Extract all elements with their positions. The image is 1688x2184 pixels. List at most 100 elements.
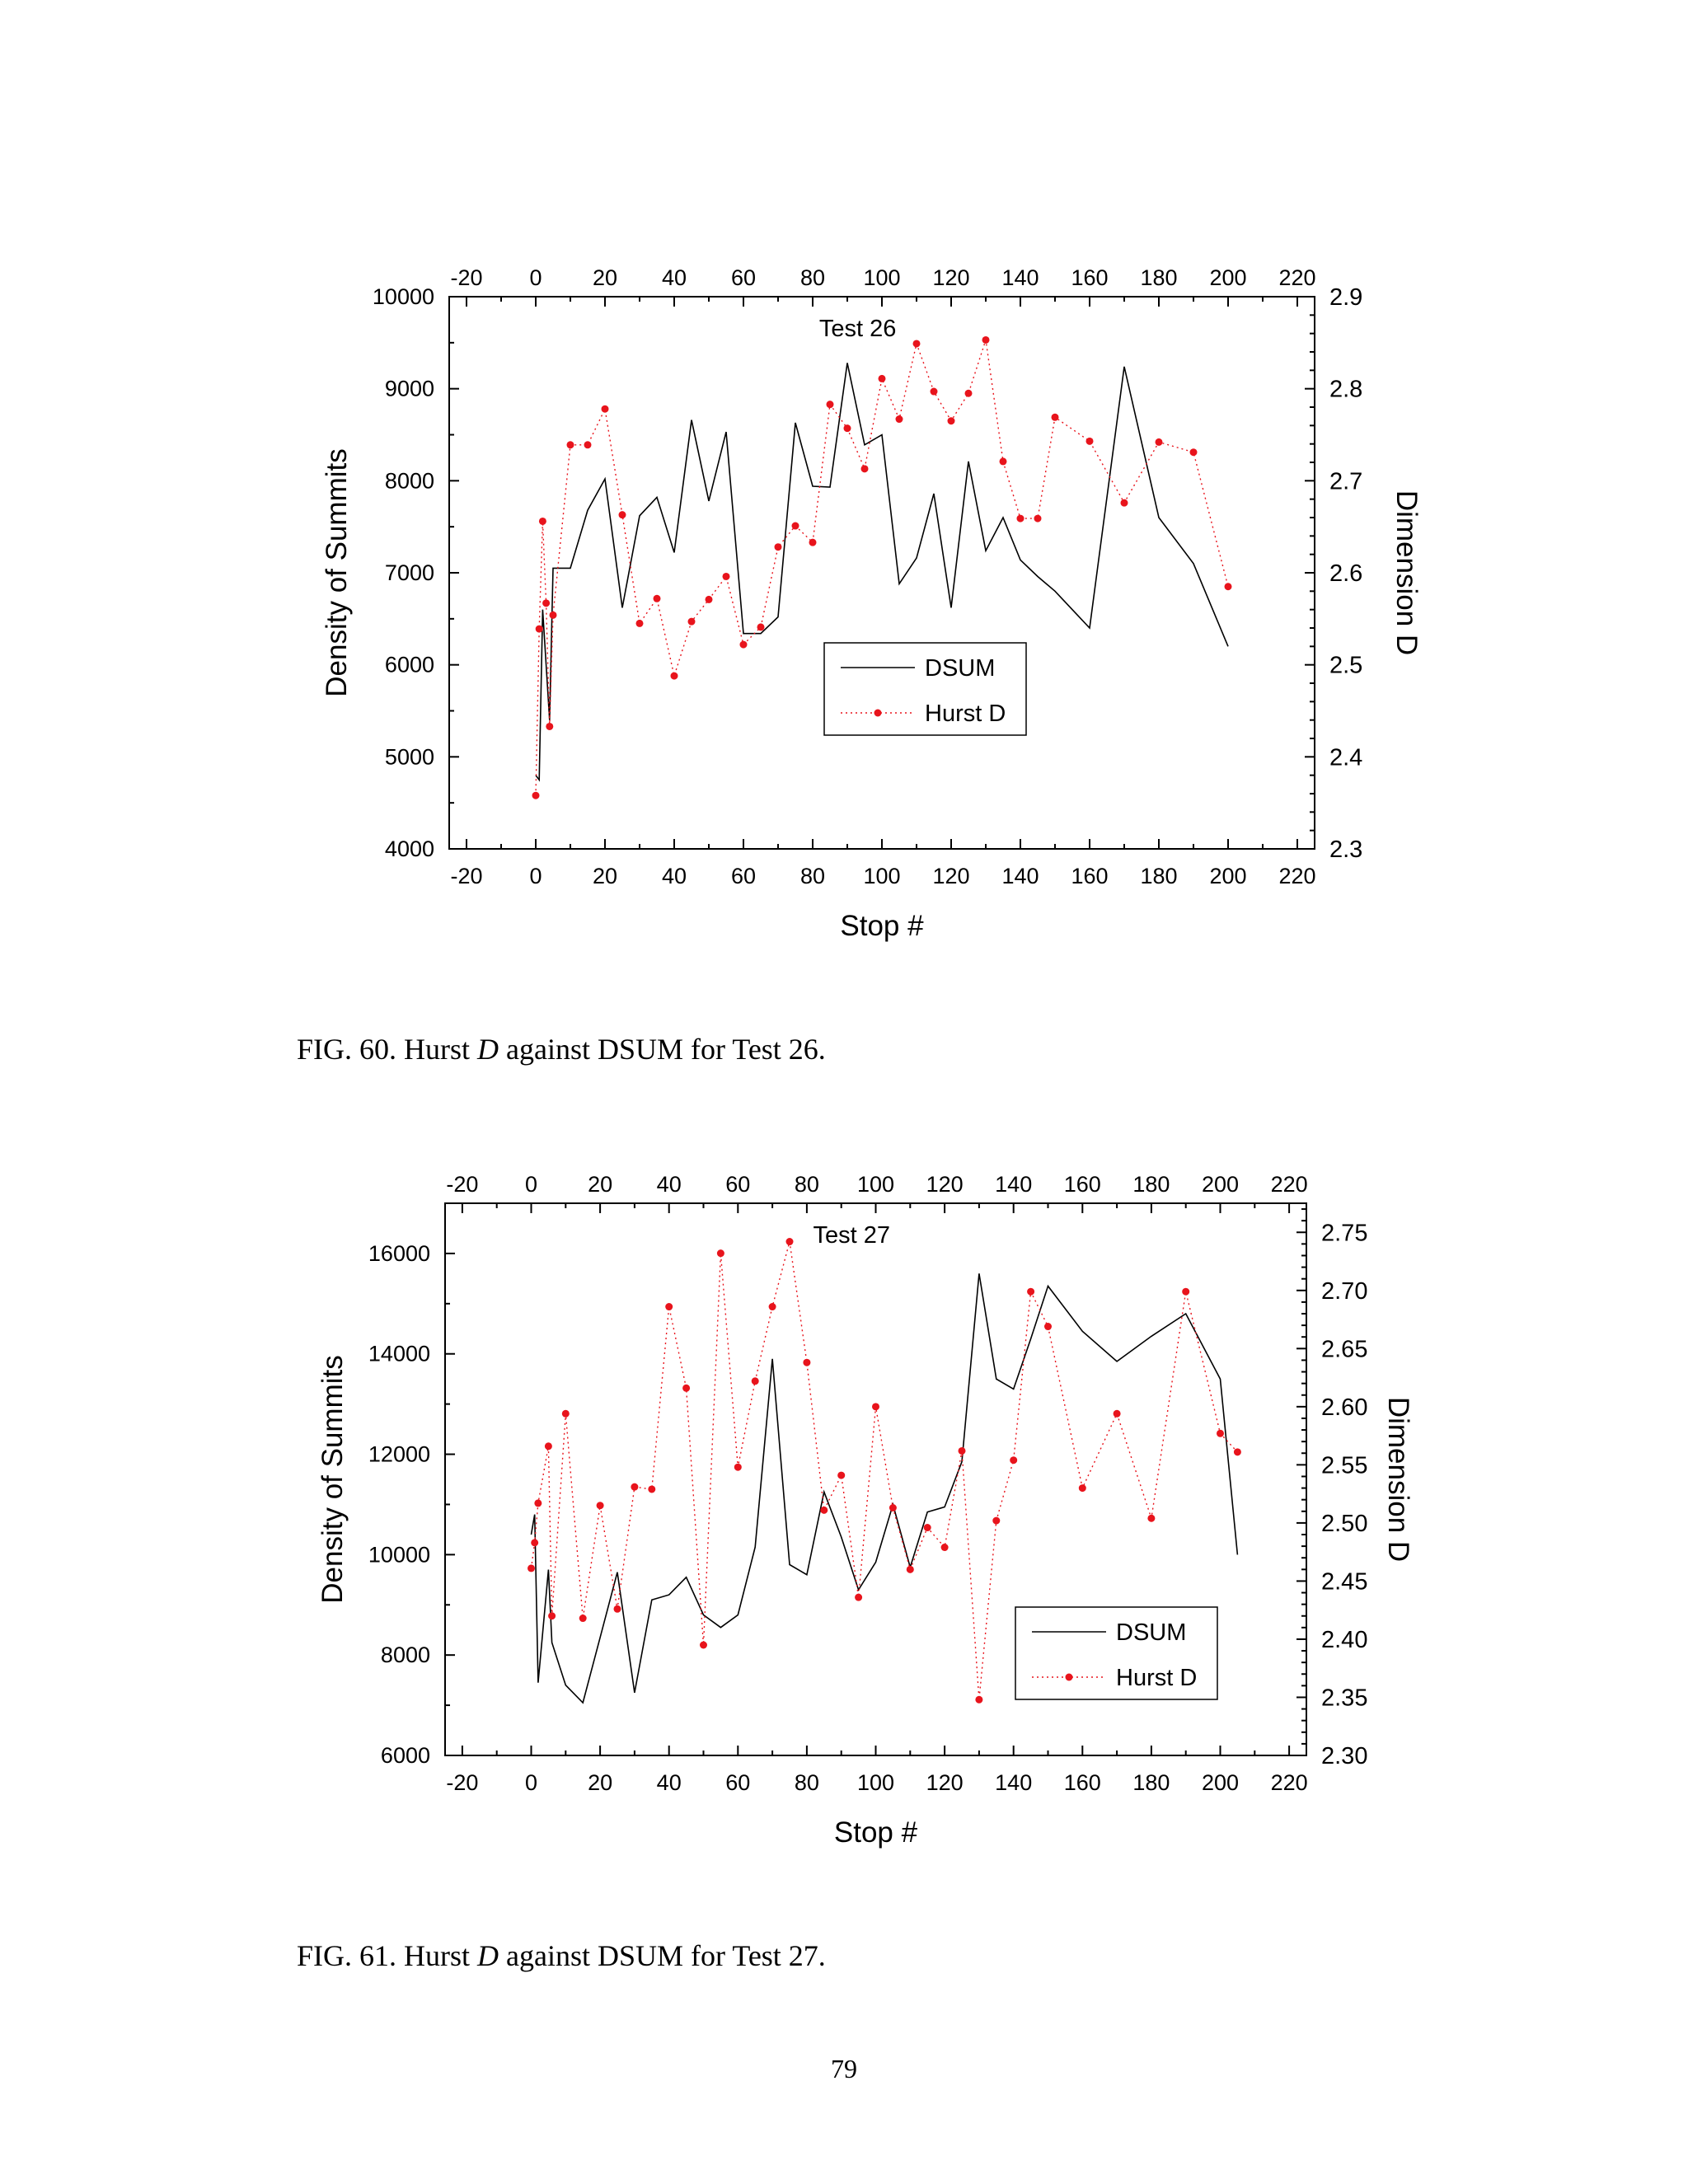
series-hurst-point (1113, 1409, 1121, 1418)
x-tick-label: 160 (1064, 1770, 1101, 1795)
series-dsum-line (535, 363, 1229, 782)
legend-box (1015, 1606, 1218, 1700)
x-top-tick-label: 120 (932, 265, 969, 290)
series-hurst-point (579, 1615, 587, 1623)
y-left-tick-label: 6000 (385, 653, 434, 677)
x-tick-label: 140 (1001, 864, 1039, 888)
series-hurst-point (1034, 514, 1042, 523)
series-hurst-point (544, 1442, 552, 1451)
series-hurst-point (682, 1384, 691, 1392)
caption-prefix: FIG. 61. Hurst (297, 1939, 478, 1972)
y-right-tick-label: 2.75 (1321, 1220, 1367, 1246)
y-left-tick-label: 14000 (368, 1342, 430, 1366)
x-top-tick-label: 120 (926, 1172, 964, 1197)
series-hurst-point (889, 1504, 897, 1512)
figure-61-chart: -20 -20 0 0 20 20 40 40 60 60 80 80 100 100 120 120 140 1… (316, 1172, 1414, 1849)
series-hurst-point (855, 1593, 863, 1601)
x-tick-label: 220 (1271, 1770, 1308, 1795)
x-tick-label: 80 (795, 1770, 819, 1795)
x-top-tick-label: 200 (1202, 1172, 1239, 1197)
series-hurst-point (1078, 1484, 1086, 1493)
x-tick-label: 180 (1132, 1770, 1170, 1795)
y-left-tick-label: 6000 (381, 1743, 430, 1768)
legend: DSUM Hurst D (1015, 1606, 1218, 1700)
series-hurst-point (716, 1249, 724, 1258)
series-hurst-point (648, 1485, 656, 1493)
series-hurst-point (601, 405, 609, 413)
series-hurst-point (549, 611, 557, 619)
y-right-tick-label: 2.3 (1329, 837, 1362, 863)
series-hurst-point (538, 517, 546, 525)
series-hurst-point (635, 619, 644, 627)
series-hurst-point (837, 1471, 846, 1479)
series-hurst-point (584, 441, 592, 449)
series-hurst-point (975, 1695, 983, 1704)
x-top-tick-label: 100 (863, 265, 900, 290)
caption-variable: D (477, 1033, 499, 1066)
y-left-tick-label: 7000 (385, 560, 434, 585)
series-hurst-point (751, 1377, 759, 1385)
x-tick-label: 100 (863, 864, 900, 888)
y-right-tick-label: 2.4 (1329, 744, 1362, 771)
x-top-tick-label: 180 (1140, 265, 1177, 290)
series-hurst-point (739, 640, 748, 649)
series-hurst-point (1051, 413, 1059, 421)
series-hurst-point (596, 1502, 604, 1510)
y-right-tick-label: 2.7 (1329, 468, 1362, 494)
x-tick-label: -20 (450, 864, 482, 888)
series-hurst-point (548, 1612, 556, 1620)
series-hurst-point (542, 599, 551, 607)
figure-61-caption: FIG. 61. Hurst D against DSUM for Test 2… (297, 1938, 826, 1973)
series-hurst-point (613, 1605, 621, 1613)
series-hurst-point (809, 538, 817, 546)
series-hurst-point (999, 457, 1007, 466)
y-left-tick-label: 4000 (385, 837, 434, 861)
x-top-tick-label: 160 (1071, 265, 1108, 290)
series-hurst-point (528, 1564, 535, 1572)
series-hurst-point (705, 595, 713, 603)
series-hurst-point (1217, 1429, 1224, 1437)
series-hurst-point (1085, 437, 1094, 445)
y-right-tick-label: 2.45 (1321, 1568, 1367, 1595)
series-hurst-point (1010, 1456, 1018, 1465)
legend-label: DSUM (1116, 1619, 1186, 1646)
series-hurst-point (820, 1506, 828, 1514)
y-left-tick-label: 5000 (385, 744, 434, 769)
x-tick-label: 220 (1278, 864, 1315, 888)
x-tick-label: 60 (731, 864, 756, 888)
y-right-tick-label: 2.8 (1329, 377, 1362, 403)
caption-variable: D (477, 1939, 499, 1972)
caption-suffix: against DSUM for Test 26. (499, 1033, 826, 1066)
series-hurst-point (1189, 448, 1198, 457)
x-tick-label: 0 (525, 1770, 537, 1795)
x-top-tick-label: 200 (1209, 265, 1246, 290)
y-left-tick-label: 9000 (385, 377, 434, 401)
series-hurst-point (803, 1358, 811, 1366)
series-hurst-point (1044, 1323, 1052, 1331)
x-top-tick-label: 20 (588, 1172, 612, 1197)
legend-box (823, 642, 1027, 736)
x-tick-label: 60 (725, 1770, 750, 1795)
x-top-tick-label: -20 (446, 1172, 478, 1197)
series-hurst-point (872, 1403, 879, 1411)
series-hurst-point (947, 417, 955, 425)
x-top-tick-label: 180 (1132, 1172, 1170, 1197)
chart-title: Test 27 (813, 1222, 890, 1249)
x-tick-label: -20 (446, 1770, 478, 1795)
x-top-tick-label: 140 (1001, 265, 1039, 290)
legend-label: Hurst D (925, 701, 1006, 727)
x-tick-label: 20 (588, 1770, 612, 1795)
series-hurst-point (774, 543, 782, 551)
x-tick-label: 40 (657, 1770, 682, 1795)
series-hurst-point (878, 374, 886, 382)
series-hurst-point (843, 424, 851, 433)
y-left-axis-title: Density of Summits (316, 1355, 349, 1603)
x-top-tick-label: 20 (593, 265, 617, 290)
y-left-tick-label: 10000 (368, 1542, 430, 1567)
x-top-tick-label: 160 (1064, 1172, 1101, 1197)
series-hurst-point (534, 1499, 542, 1507)
x-tick-label: 100 (857, 1770, 894, 1795)
x-tick-label: 80 (800, 864, 825, 888)
series-hurst-point (1027, 1287, 1035, 1296)
series-hurst-point (1016, 514, 1025, 523)
